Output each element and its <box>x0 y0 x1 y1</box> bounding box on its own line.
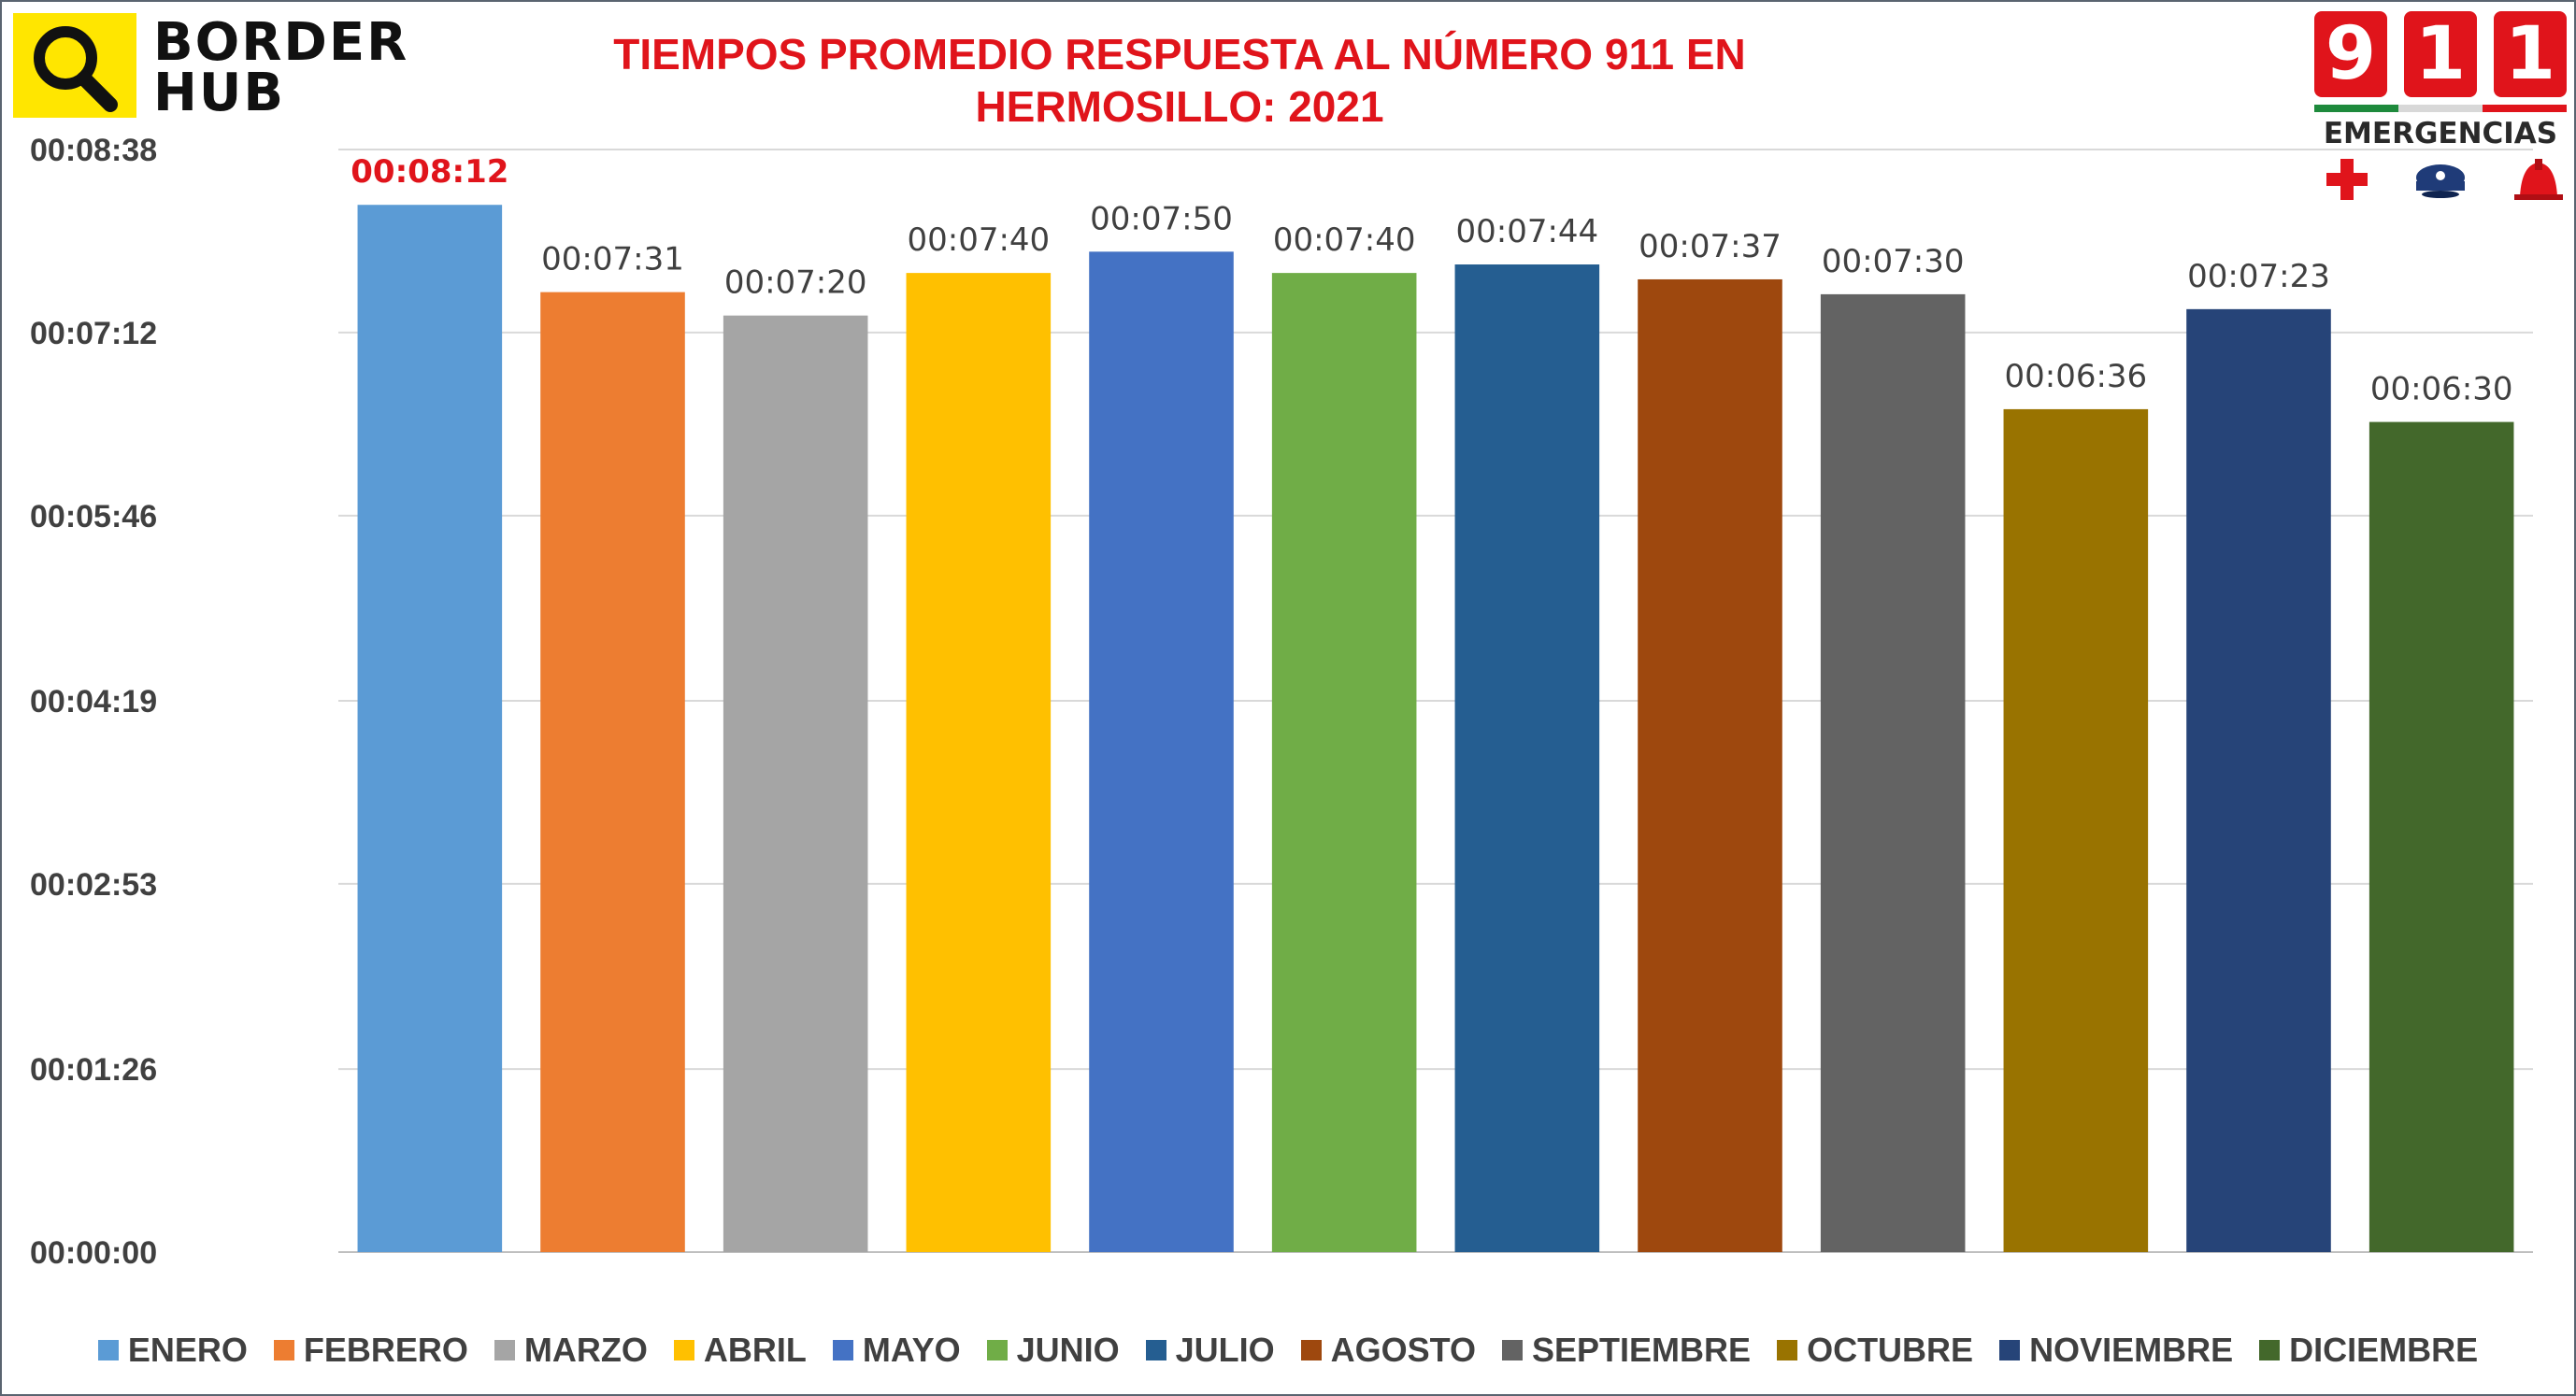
bar-abril <box>906 273 1052 1253</box>
legend-item-noviembre: NOVIEMBRE <box>1999 1331 2233 1370</box>
bar-chart: 00:00:00 00:01:26 00:02:53 00:04:19 00:05:46… <box>30 133 2533 1271</box>
emergencias-911-logo: 9 1 1 EMERGENCIAS <box>2314 11 2567 207</box>
logo-text-line1: BORDER <box>153 12 409 73</box>
legend-item-enero: ENERO <box>97 1331 248 1370</box>
legend-swatch <box>494 1340 515 1360</box>
bar-enero <box>357 205 503 1253</box>
legend-label: JULIO <box>1175 1331 1275 1369</box>
logo-icon-background <box>13 13 136 118</box>
legend-label: AGOSTO <box>1330 1331 1477 1369</box>
y-tick-label: 00:05:46 <box>30 499 157 534</box>
data-label-junio: 00:07:40 <box>1273 221 1416 259</box>
data-label-agosto: 00:07:37 <box>1639 228 1782 265</box>
y-tick-label: 00:01:26 <box>30 1052 157 1088</box>
logo-text-line2: HUB <box>153 63 286 123</box>
legend-label: ENERO <box>127 1331 248 1369</box>
bar-junio <box>1271 273 1417 1253</box>
data-labels: 00:08:12 00:07:31 00:07:20 00:07:40 00:07:50… <box>351 153 2512 407</box>
y-tick-label: 00:04:19 <box>30 684 157 719</box>
legend-swatch <box>986 1340 1008 1360</box>
bar-marzo <box>723 315 868 1252</box>
legend-item-octubre: OCTUBRE <box>1777 1331 1973 1370</box>
legend-label: OCTUBRE <box>1807 1331 1974 1369</box>
flag-stripe-white <box>2398 105 2483 112</box>
legend-swatch <box>97 1340 119 1360</box>
logo-digit-one-a: 1 <box>2404 11 2477 97</box>
legend-item-marzo: MARZO <box>494 1331 648 1370</box>
emergencias-label: EMERGENCIAS <box>2323 117 2558 150</box>
border-hub-logo: BORDER HUB <box>13 12 409 123</box>
legend-swatch <box>273 1340 294 1360</box>
bar-septiembre <box>1820 293 1966 1253</box>
data-label-octubre: 00:06:36 <box>2004 358 2147 395</box>
data-label-marzo: 00:07:20 <box>724 264 867 302</box>
bar-noviembre <box>2186 308 2331 1252</box>
data-label-enero: 00:08:12 <box>351 153 508 191</box>
legend-item-junio: JUNIO <box>986 1331 1120 1370</box>
bar-octubre <box>2003 408 2149 1253</box>
data-label-mayo: 00:07:50 <box>1090 200 1233 237</box>
chart-title: TIEMPOS PROMEDIO RESPUESTA AL NÚMERO 911… <box>613 30 1746 131</box>
bars <box>357 205 2514 1253</box>
legend-label: DICIEMBRE <box>2289 1331 2479 1369</box>
legend-label: ABRIL <box>703 1331 807 1369</box>
data-label-septiembre: 00:07:30 <box>1822 243 1965 280</box>
y-tick-label: 00:08:38 <box>30 133 157 168</box>
magnifier-icon <box>34 26 118 112</box>
chart-legend: ENERO FEBRERO MARZO ABRIL MAYO JUNIO JULIO AGOS… <box>2 1327 2574 1374</box>
firefighter-helmet-icon <box>2514 159 2563 200</box>
service-icons <box>2326 159 2563 200</box>
legend-label: NOVIEMBRE <box>2029 1331 2234 1369</box>
legend-label: SEPTIEMBRE <box>1532 1331 1752 1369</box>
bar-julio <box>1454 264 1600 1252</box>
logo-digit-nine: 9 <box>2314 11 2387 97</box>
grid-lines <box>338 149 2533 1253</box>
legend-swatch <box>1502 1340 1524 1360</box>
police-cap-icon <box>2416 164 2465 198</box>
bar-febrero <box>540 292 685 1252</box>
legend-swatch <box>1999 1340 2021 1360</box>
legend-label: MAYO <box>862 1331 961 1369</box>
legend-item-mayo: MAYO <box>832 1331 961 1370</box>
y-tick-label: 00:02:53 <box>30 867 157 903</box>
legend-swatch <box>1145 1340 1166 1360</box>
legend-item-febrero: FEBRERO <box>273 1331 468 1370</box>
y-axis: 00:00:00 00:01:26 00:02:53 00:04:19 00:05:46… <box>30 133 157 1271</box>
legend-label: FEBRERO <box>303 1331 468 1369</box>
legend-swatch <box>1777 1340 1798 1360</box>
y-tick-label: 00:07:12 <box>30 316 157 351</box>
legend-item-septiembre: SEPTIEMBRE <box>1502 1331 1751 1370</box>
bar-diciembre <box>2368 421 2514 1252</box>
data-label-abril: 00:07:40 <box>907 221 1050 259</box>
data-label-febrero: 00:07:31 <box>541 241 684 278</box>
data-label-noviembre: 00:07:23 <box>2187 258 2330 295</box>
logo-digit-one-b: 1 <box>2494 11 2567 97</box>
legend-swatch <box>2259 1340 2281 1360</box>
legend-label: MARZO <box>523 1331 648 1369</box>
legend-item-agosto: AGOSTO <box>1300 1331 1477 1370</box>
legend-swatch <box>1300 1340 1322 1360</box>
y-tick-label: 00:00:00 <box>30 1235 157 1271</box>
flag-stripe-green <box>2314 105 2398 112</box>
legend-swatch <box>673 1340 694 1360</box>
data-label-diciembre: 00:06:30 <box>2370 371 2513 408</box>
data-label-julio: 00:07:44 <box>1455 213 1598 250</box>
bar-agosto <box>1638 278 1782 1252</box>
bar-mayo <box>1089 251 1234 1252</box>
legend-swatch <box>832 1340 853 1360</box>
legend-item-diciembre: DICIEMBRE <box>2259 1331 2478 1370</box>
flag-stripe-red <box>2483 105 2567 112</box>
legend-item-abril: ABRIL <box>673 1331 807 1370</box>
red-cross-icon <box>2326 159 2368 200</box>
legend-item-julio: JULIO <box>1145 1331 1275 1370</box>
legend-label: JUNIO <box>1016 1331 1120 1369</box>
